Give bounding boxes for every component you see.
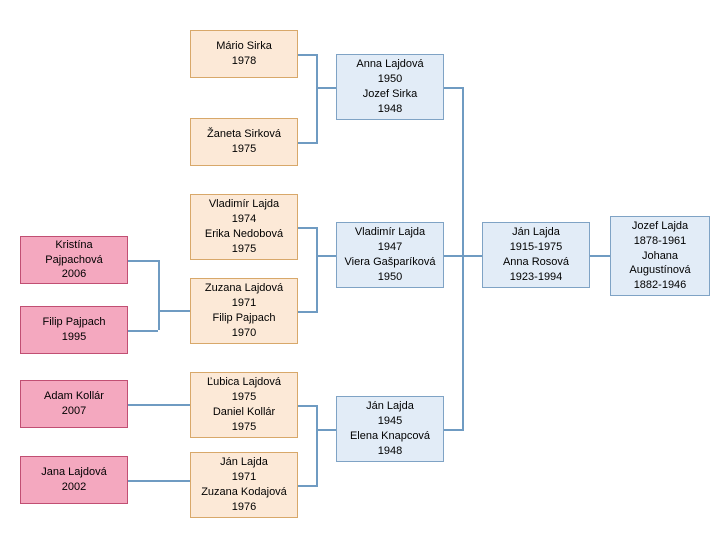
connector	[462, 255, 482, 257]
text: 1995	[62, 330, 86, 345]
text: Augustínová	[629, 263, 690, 278]
text: Jozef Lajda	[632, 219, 688, 234]
text: 2006	[62, 267, 86, 282]
text: 1950	[378, 72, 402, 87]
node-lubica: Ľubica Lajdová 1975 Daniel Kollár 1975	[190, 372, 298, 438]
text: 2007	[62, 404, 86, 419]
node-jan2: Ján Lajda 1945 Elena Knapcová 1948	[336, 396, 444, 462]
node-vladimir2: Vladimír Lajda 1947 Viera Gašparíková 19…	[336, 222, 444, 288]
node-mario: Mário Sirka 1978	[190, 30, 298, 78]
text: 1975	[232, 142, 256, 157]
node-zuzana: Zuzana Lajdová 1971 Filip Pajpach 1970	[190, 278, 298, 344]
text: Filip Pajpach	[43, 315, 106, 330]
connector	[128, 404, 190, 406]
text: Ján Lajda	[220, 455, 268, 470]
node-adam: Adam Kollár 2007	[20, 380, 128, 428]
connector	[316, 87, 336, 89]
connector	[128, 260, 158, 262]
node-filip: Filip Pajpach 1995	[20, 306, 128, 354]
text: Filip Pajpach	[213, 311, 276, 326]
text: 1970	[232, 326, 256, 341]
text: Zuzana Lajdová	[205, 281, 283, 296]
node-zaneta: Žaneta Sirková 1975	[190, 118, 298, 166]
text: Ján Lajda	[366, 399, 414, 414]
text: 1975	[232, 390, 256, 405]
connector	[316, 227, 318, 313]
connector	[298, 142, 316, 144]
node-jan: Ján Lajda 1971 Zuzana Kodajová 1976	[190, 452, 298, 518]
text: Viera Gašparíková	[345, 255, 436, 270]
text: Adam Kollár	[44, 389, 104, 404]
text: 1947	[378, 240, 402, 255]
text: 1971	[232, 296, 256, 311]
connector	[316, 54, 318, 144]
connector	[316, 429, 336, 431]
text: Ján Lajda	[512, 225, 560, 240]
text: Anna Lajdová	[356, 57, 423, 72]
text: 1882-1946	[634, 278, 687, 293]
node-jan3: Ján Lajda 1915-1975 Anna Rosová 1923-199…	[482, 222, 590, 288]
text: 1948	[378, 102, 402, 117]
text: 1976	[232, 500, 256, 515]
node-anna: Anna Lajdová 1950 Jozef Sirka 1948	[336, 54, 444, 120]
connector	[128, 330, 158, 332]
text: 1974	[232, 212, 256, 227]
node-vladimir: Vladimír Lajda 1974 Erika Nedobová 1975	[190, 194, 298, 260]
connector	[444, 255, 462, 257]
text: 1878-1961	[634, 234, 687, 249]
text: Jozef Sirka	[363, 87, 417, 102]
text: Elena Knapcová	[350, 429, 430, 444]
text: Zuzana Kodajová	[201, 485, 287, 500]
connector	[316, 405, 318, 487]
text: 1915-1975	[510, 240, 563, 255]
connector	[298, 311, 316, 313]
node-jana: Jana Lajdová 2002	[20, 456, 128, 504]
text: Žaneta Sirková	[207, 127, 281, 142]
text: 1971	[232, 470, 256, 485]
text: 1975	[232, 420, 256, 435]
connector	[444, 87, 462, 89]
text: 1948	[378, 444, 402, 459]
connector	[316, 255, 336, 257]
text: Mário Sirka	[216, 39, 272, 54]
connector	[128, 480, 190, 482]
node-jozef: Jozef Lajda 1878-1961 Johana Augustínová…	[610, 216, 710, 296]
connector	[298, 227, 316, 229]
connector	[462, 87, 464, 431]
text: Jana Lajdová	[41, 465, 106, 480]
connector	[444, 429, 462, 431]
text: 1978	[232, 54, 256, 69]
text: Erika Nedobová	[205, 227, 283, 242]
text: 1950	[378, 270, 402, 285]
text: Vladimír Lajda	[355, 225, 425, 240]
connector	[590, 255, 610, 257]
node-kristina: Kristína Pajpachová 2006	[20, 236, 128, 284]
text: 1945	[378, 414, 402, 429]
text: Anna Rosová	[503, 255, 569, 270]
connector	[158, 310, 190, 312]
connector	[298, 54, 316, 56]
connector	[158, 310, 160, 330]
text: 2002	[62, 480, 86, 495]
text: Johana	[642, 249, 678, 264]
text: Daniel Kollár	[213, 405, 275, 420]
text: Ľubica Lajdová	[207, 375, 281, 390]
connector	[298, 485, 316, 487]
text: 1923-1994	[510, 270, 563, 285]
connector	[298, 405, 316, 407]
text: Kristína Pajpachová	[27, 238, 121, 268]
text: 1975	[232, 242, 256, 257]
text: Vladimír Lajda	[209, 197, 279, 212]
